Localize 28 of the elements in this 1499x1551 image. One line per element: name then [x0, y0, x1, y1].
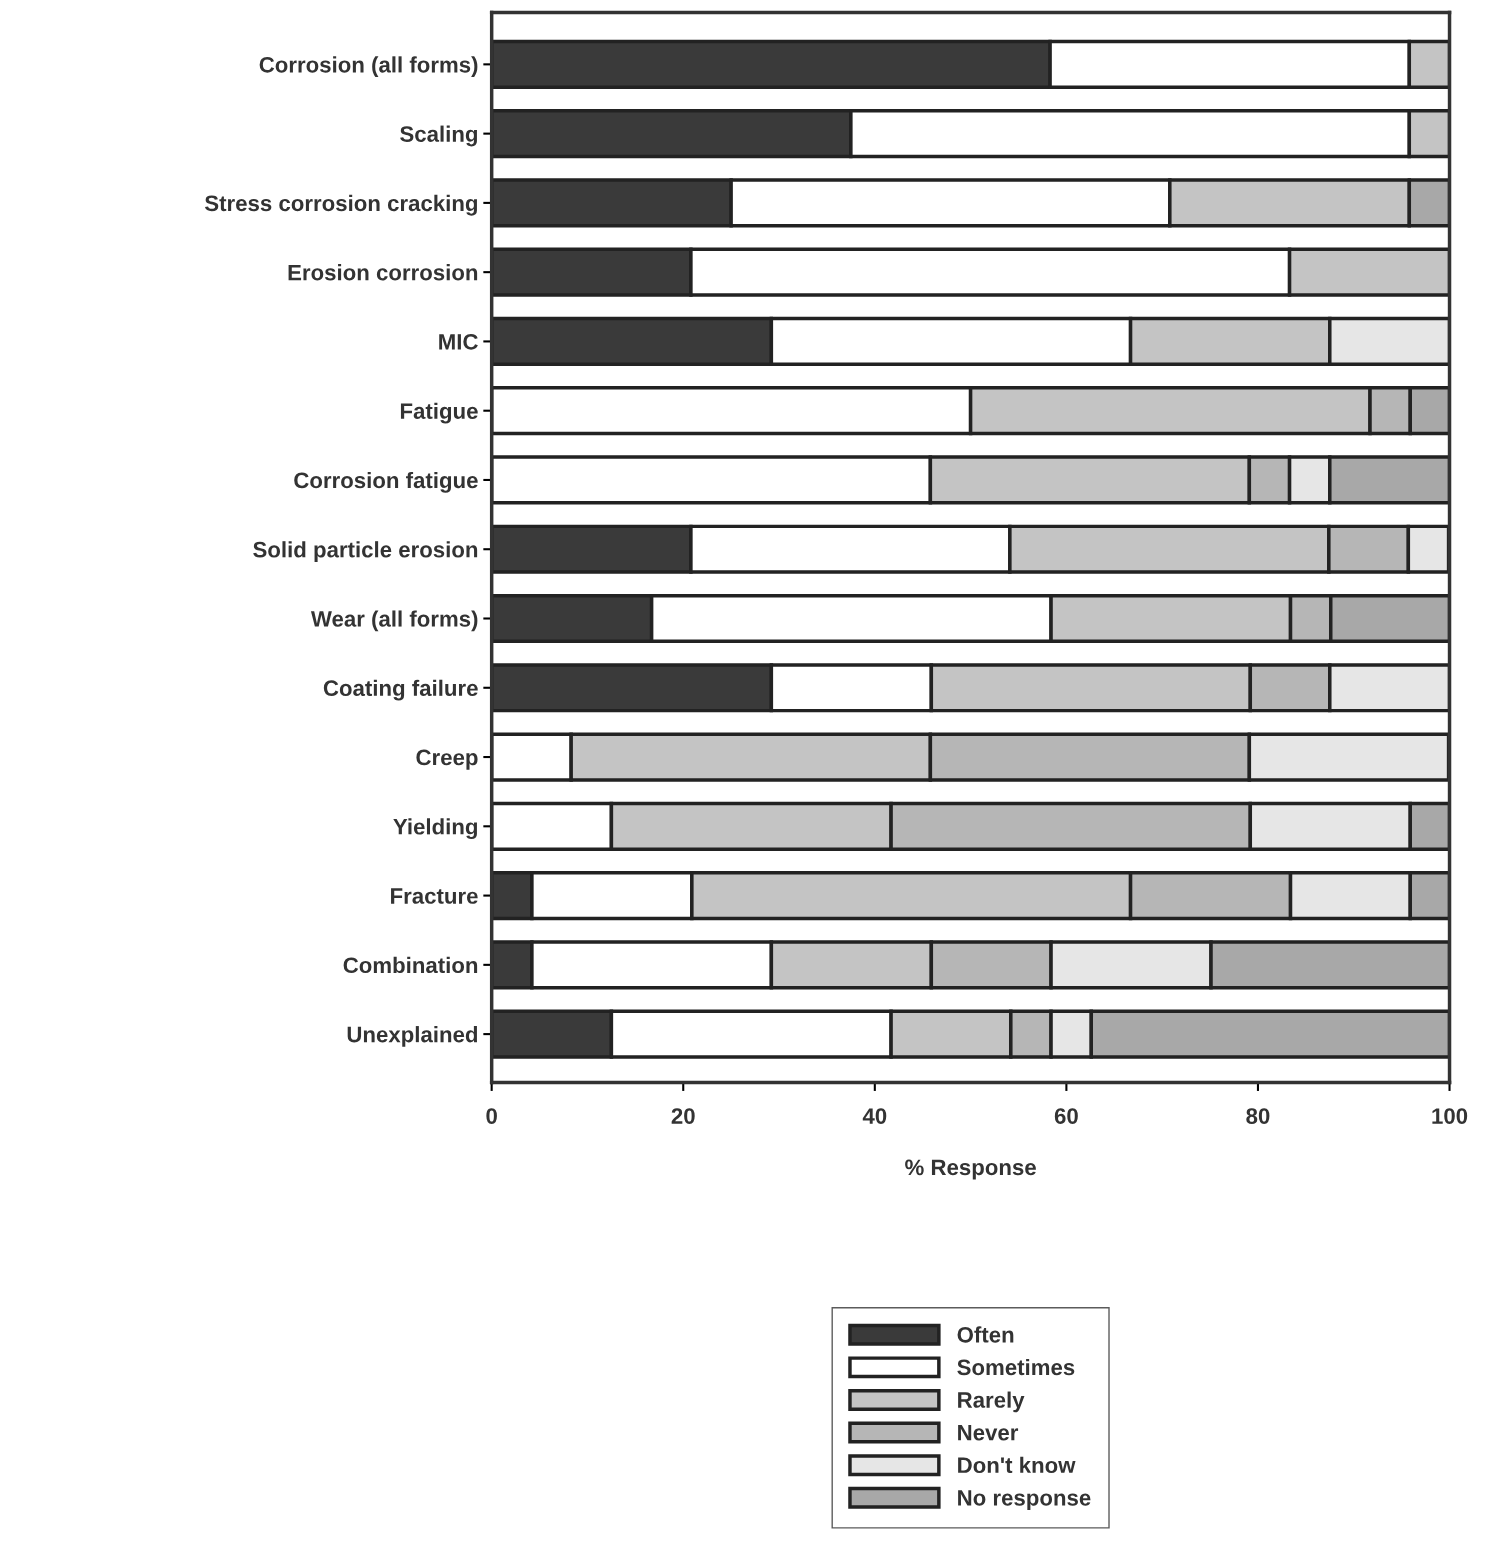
y-tick-label: Erosion corrosion	[288, 264, 478, 281]
legend-label: Sometimes	[957, 1358, 1075, 1376]
y-tick-label: Yielding	[393, 818, 477, 840]
legend-label: Don't know	[958, 1456, 1076, 1474]
y-tick-label: Combination	[343, 956, 478, 974]
y-tick-label: Solid particle erosion	[253, 541, 478, 562]
x-axis-title: % Response	[905, 1159, 1036, 1180]
x-tick-label: 20	[671, 1108, 695, 1124]
y-tick-label: Stress corrosion cracking	[204, 194, 478, 216]
y-tick-label: Coating failure	[323, 679, 478, 701]
x-tick-label: 60	[1054, 1108, 1078, 1124]
y-tick-label: Wear (all forms)	[310, 610, 478, 632]
y-tick-label: Fracture	[391, 888, 478, 904]
y-tick-label: Unexplained	[347, 1026, 478, 1047]
y-tick-label: Corrosion fatigue	[294, 471, 478, 493]
y-tick-label: Creep	[416, 749, 478, 770]
legend-label: Never	[958, 1424, 1019, 1441]
x-tick-label: 0	[486, 1108, 497, 1124]
y-tick-label: Corrosion (all forms)	[259, 56, 478, 78]
x-tick-label: 100	[1432, 1108, 1468, 1124]
legend-label: No response	[958, 1490, 1091, 1511]
y-tick-label: Scaling	[400, 125, 477, 147]
legend-label: Often	[957, 1326, 1014, 1343]
x-tick-label: 80	[1246, 1108, 1270, 1124]
y-tick-label: Fatigue	[400, 402, 478, 424]
legend-label: Rarely	[958, 1391, 1025, 1413]
y-tick-label: MIC	[439, 333, 478, 350]
x-tick-label: 40	[862, 1108, 887, 1124]
